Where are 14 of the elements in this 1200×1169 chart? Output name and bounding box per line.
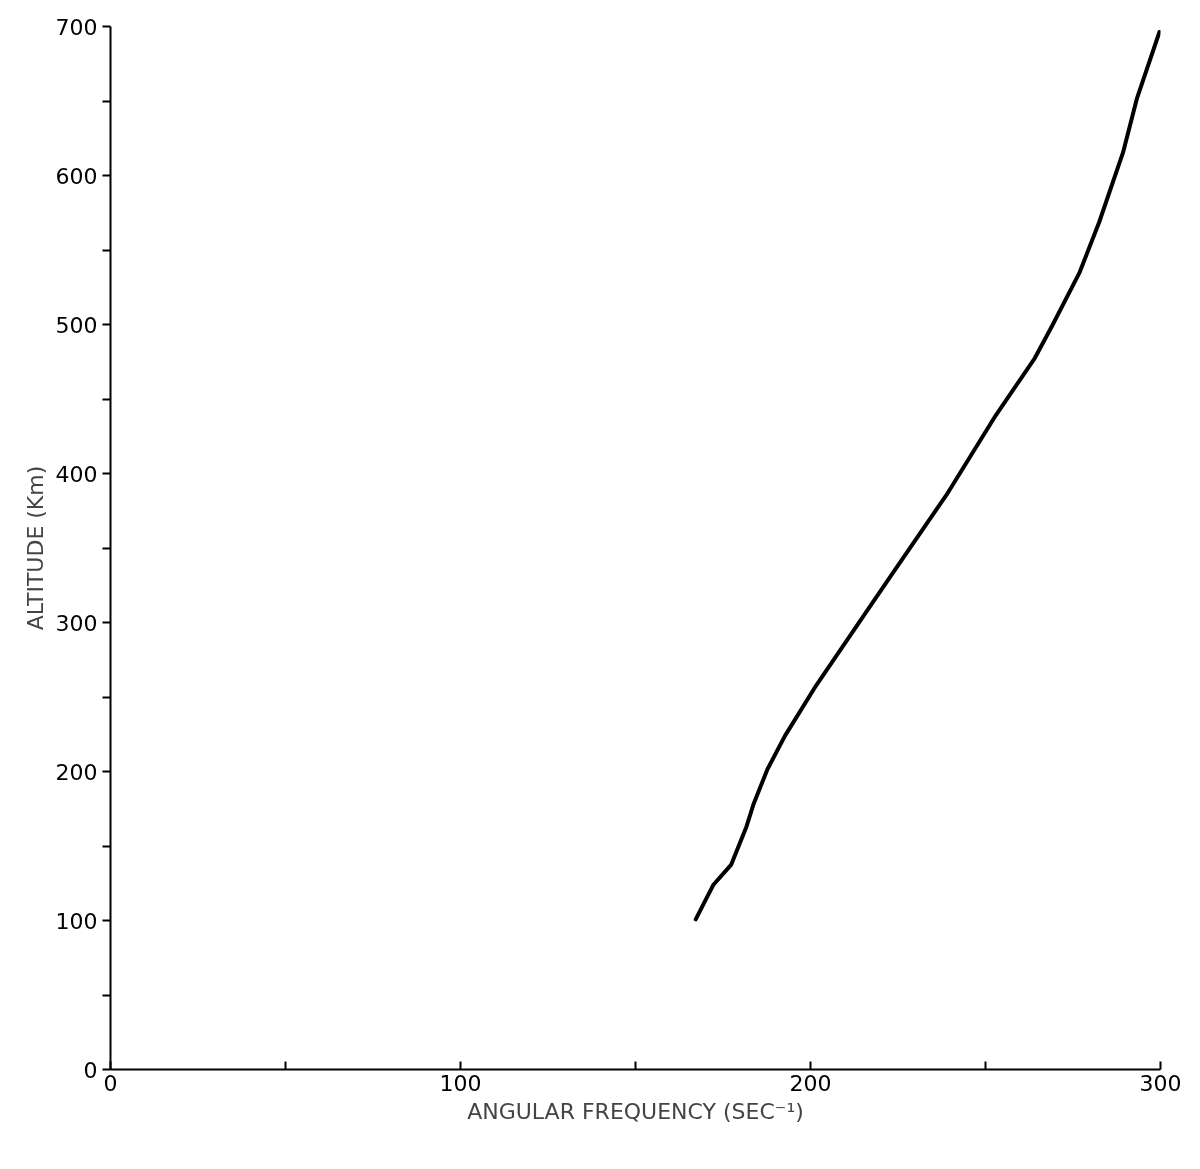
x-tick-label: 300 [1139, 1070, 1182, 1096]
x-tick-label: 200 [789, 1070, 832, 1096]
y-tick-label: 200 [55, 759, 98, 785]
y-tick-label: 100 [55, 908, 98, 934]
y-axis-title: ALTITUDE (Km) [22, 465, 48, 631]
x-tick-label: 100 [439, 1070, 482, 1096]
y-tick-label: 600 [55, 163, 98, 189]
x-axis-title: ANGULAR FREQUENCY (SEC⁻¹) [467, 1098, 804, 1124]
y-tick-label: 300 [55, 610, 98, 636]
line-series [693, 30, 1161, 922]
y-tick-label: 400 [55, 461, 98, 487]
y-tick-label: 700 [55, 14, 98, 40]
x-tick-label: 0 [103, 1070, 118, 1096]
y-tick-label: 500 [55, 312, 98, 338]
